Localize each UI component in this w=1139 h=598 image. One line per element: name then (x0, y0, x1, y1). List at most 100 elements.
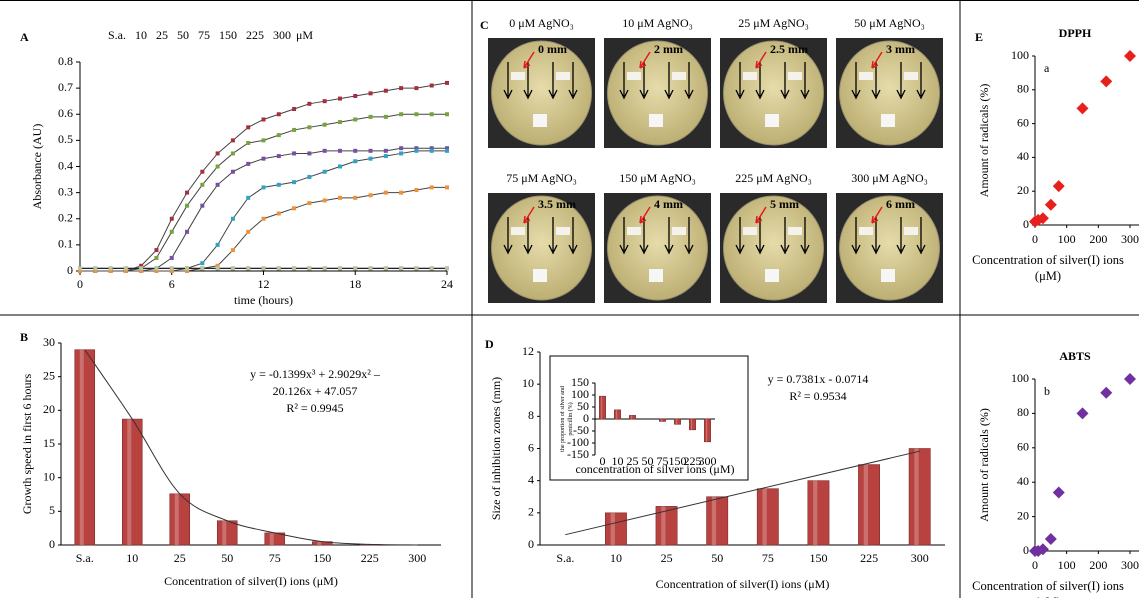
arrow (735, 217, 765, 255)
plate-photo (836, 193, 943, 303)
series-line (80, 82, 448, 272)
point (292, 180, 297, 185)
bar-highlight (675, 419, 678, 425)
annotation: 20.126x + 47.057 (273, 384, 358, 398)
point (399, 190, 404, 195)
bar (704, 418, 711, 443)
plate-photo (720, 38, 827, 148)
point (292, 107, 297, 112)
arrow (735, 62, 765, 100)
point (337, 148, 342, 153)
y-axis-label: Amount of radicals (%) (977, 408, 991, 522)
point (337, 266, 342, 271)
point (353, 159, 358, 164)
point (78, 266, 82, 271)
point (322, 122, 327, 127)
y-tick-label: 60 (1017, 115, 1029, 129)
bar-highlight (630, 415, 633, 419)
point (261, 185, 266, 190)
x-tick-label: 100 (1058, 232, 1076, 246)
petri-dish (607, 40, 708, 146)
arrow (851, 62, 881, 100)
bar (908, 448, 931, 546)
y-tick-label: 0.7 (58, 80, 73, 94)
petri-dish (723, 195, 824, 301)
y-tick-label: 60 (1017, 440, 1029, 454)
bar-highlight (610, 512, 615, 545)
bar-highlight (660, 419, 663, 422)
point (1124, 373, 1136, 385)
x-tick-label: 25 (661, 551, 673, 565)
arrow (780, 62, 810, 100)
pointer (871, 51, 883, 69)
y-axis-label-box: the proportion of silver and penicillin … (560, 386, 574, 452)
point (215, 164, 220, 169)
point (230, 169, 235, 174)
legend-entry: 10 (135, 28, 147, 42)
petri-dish (491, 40, 592, 146)
point (399, 112, 404, 117)
x-tick-label: 25 (627, 454, 639, 468)
point (185, 269, 190, 273)
panel-label: D (485, 337, 494, 351)
y-axis-label: Absorbance (AU) (30, 124, 44, 210)
point (185, 190, 190, 195)
bar (655, 506, 678, 546)
point (383, 154, 388, 159)
point (1100, 386, 1113, 399)
bar-highlight (222, 520, 227, 545)
bar-highlight (705, 419, 708, 442)
disk (859, 72, 873, 80)
zone-label: 3 mm (886, 42, 915, 56)
point (215, 242, 220, 247)
point (200, 261, 205, 266)
point (230, 248, 235, 253)
inset-frame (549, 355, 749, 481)
point (383, 114, 388, 119)
y-tick-label: 6 (528, 440, 534, 454)
annotation: y = -0.1399x³ + 2.9029x² – (250, 367, 381, 381)
legend-entry: 300 (273, 28, 291, 42)
point (108, 266, 113, 271)
panel-tag: a (1044, 61, 1050, 75)
y-tick-label: 100 (1011, 48, 1029, 62)
y-tick-label: 80 (1017, 82, 1029, 96)
square-sample (881, 269, 895, 282)
x-tick-label: 225 (684, 454, 702, 468)
point (353, 195, 358, 200)
point (200, 203, 205, 208)
point (154, 255, 159, 260)
bar (659, 418, 666, 422)
plate-title: 150 μM AgNO₃ (619, 171, 696, 185)
point (169, 216, 174, 221)
bar-highlight (79, 349, 84, 545)
point (246, 266, 251, 271)
point (322, 148, 327, 153)
point (200, 169, 205, 174)
disk (788, 227, 802, 235)
y-tick-label: 12 (522, 344, 534, 358)
y-tick-label: 4 (528, 472, 534, 486)
bar (689, 418, 696, 431)
point (322, 99, 327, 104)
disk (672, 227, 686, 235)
point (429, 148, 434, 153)
x-tick-label: 0 (77, 277, 83, 291)
y-tick-label: 0.4 (58, 158, 73, 172)
point (123, 269, 128, 273)
y-tick-label: 0.2 (58, 211, 73, 225)
plate-photo (836, 38, 943, 148)
series-line (80, 147, 447, 272)
point (322, 198, 327, 203)
bar-highlight (661, 506, 666, 545)
bar (756, 488, 779, 546)
point (93, 269, 98, 273)
point (307, 201, 312, 206)
zone-label: 2 mm (654, 42, 683, 56)
x-axis-label: time (hours) (234, 293, 293, 307)
point (307, 125, 312, 130)
x-tick-label: 300 (1121, 232, 1139, 246)
point (414, 148, 419, 153)
pointer (639, 51, 651, 69)
y-axis-label: Size of inhibition zones (mm) (489, 377, 503, 520)
